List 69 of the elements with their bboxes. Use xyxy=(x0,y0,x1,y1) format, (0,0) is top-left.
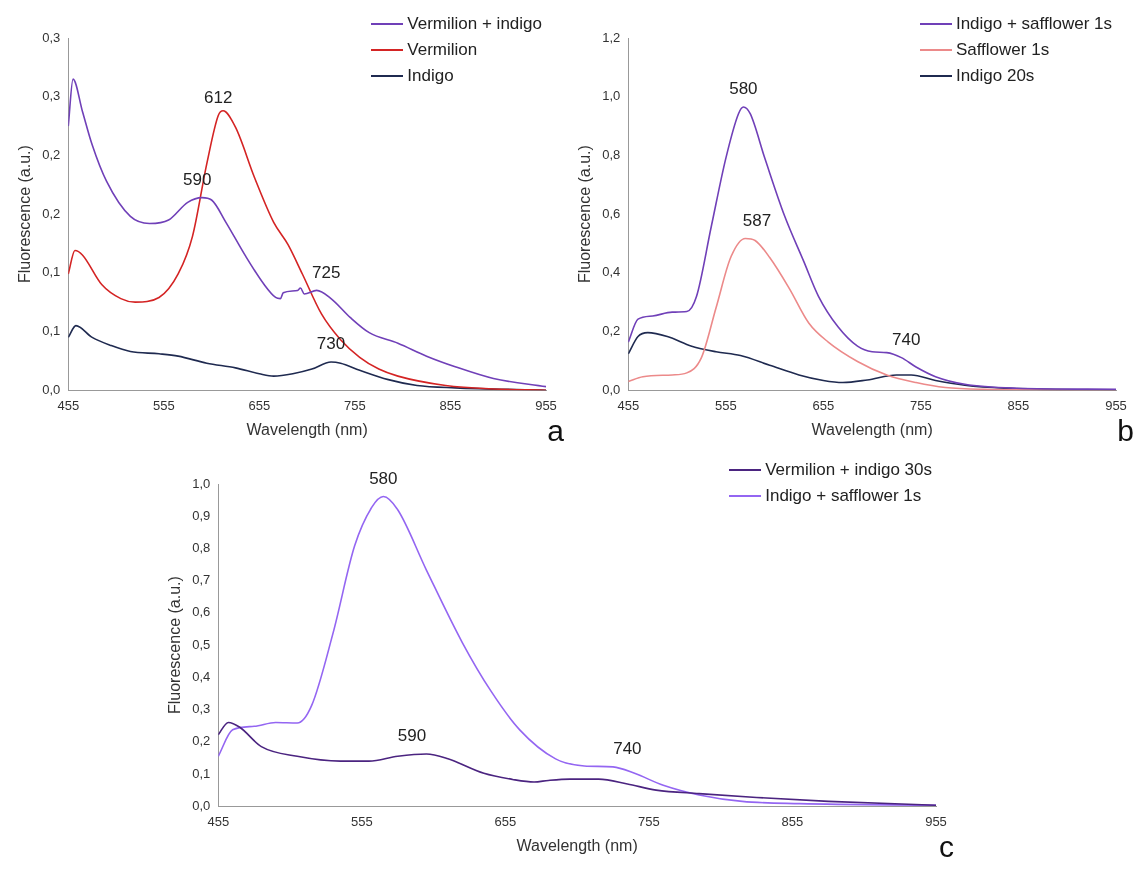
y-tick-label: 0,9 xyxy=(192,507,211,523)
annotation: 730 xyxy=(316,334,346,354)
y-axis-title: Fluorescence (a.u.) xyxy=(16,145,34,284)
x-tick-label: 955 xyxy=(925,813,947,829)
y-tick-label: 0,0 xyxy=(192,797,211,813)
y-tick-label: 0,6 xyxy=(192,604,211,620)
y-tick-label: 0,2 xyxy=(602,323,621,339)
y-tick-label: 0,1 xyxy=(42,323,61,339)
x-tick-label: 455 xyxy=(617,397,640,413)
y-axis-title: Fluorescence (a.u.) xyxy=(576,145,594,284)
x-tick-label: 555 xyxy=(152,397,175,413)
legend-label: Safflower 1s xyxy=(955,40,1050,60)
y-tick-label: 0,8 xyxy=(192,540,211,556)
text: a xyxy=(547,414,564,448)
annotation: 740 xyxy=(892,329,921,349)
y-tick-label: 0,0 xyxy=(42,381,61,397)
legend-label: Indigo xyxy=(407,66,454,86)
legend-label: Vermilion xyxy=(407,40,478,60)
text: b xyxy=(1117,414,1134,448)
x-tick-label: 955 xyxy=(1105,397,1127,413)
x-axis-title: Wavelength (nm) xyxy=(516,836,638,854)
x-tick-label: 855 xyxy=(439,397,462,413)
y-tick-label: 0,2 xyxy=(42,205,61,221)
legend-label: Vermilion + indigo 30s xyxy=(765,460,932,480)
y-tick-label: 0,5 xyxy=(192,636,211,652)
y-tick-label: 0,2 xyxy=(42,146,61,162)
x-tick-label: 555 xyxy=(714,397,737,413)
annotation: 725 xyxy=(312,262,341,282)
y-tick-label: 0,4 xyxy=(602,264,621,280)
y-tick-label: 1,2 xyxy=(602,29,621,45)
y-tick-label: 0,4 xyxy=(192,668,211,684)
x-tick-label: 755 xyxy=(344,397,366,413)
x-tick-label: 755 xyxy=(910,397,932,413)
annotation: 580 xyxy=(369,468,398,488)
y-tick-label: 0,3 xyxy=(42,29,61,45)
y-tick-label: 0,8 xyxy=(602,146,621,162)
legend-label: Indigo + safflower 1s xyxy=(955,14,1112,34)
y-tick-label: 0,6 xyxy=(602,205,621,221)
annotation: 590 xyxy=(397,726,427,746)
x-tick-label: 855 xyxy=(1007,397,1030,413)
y-tick-label: 0,3 xyxy=(42,88,61,104)
annotation: 587 xyxy=(742,210,772,230)
y-tick-label: 0,2 xyxy=(192,733,211,749)
text: c xyxy=(939,830,954,864)
x-tick-label: 955 xyxy=(535,397,557,413)
x-axis-title: Wavelength (nm) xyxy=(811,420,933,438)
legend-label: Vermilion + indigo xyxy=(407,14,542,34)
y-tick-label: 1,0 xyxy=(602,88,621,104)
legend-label: Indigo 20s xyxy=(955,66,1035,86)
annotation: 580 xyxy=(729,79,758,99)
x-axis-title: Wavelength (nm) xyxy=(246,420,368,438)
y-tick-label: 0,1 xyxy=(42,264,61,280)
x-tick-label: 555 xyxy=(350,813,373,829)
x-tick-label: 755 xyxy=(638,813,660,829)
x-tick-label: 655 xyxy=(494,813,517,829)
x-tick-label: 655 xyxy=(248,397,271,413)
x-tick-label: 655 xyxy=(812,397,835,413)
x-tick-label: 455 xyxy=(57,397,80,413)
y-tick-label: 0,1 xyxy=(192,765,211,781)
x-tick-label: 455 xyxy=(207,813,230,829)
y-axis-title: Fluorescence (a.u.) xyxy=(166,576,184,715)
x-tick-label: 855 xyxy=(781,813,804,829)
y-tick-label: 0,7 xyxy=(192,572,211,588)
y-tick-label: 0,3 xyxy=(192,701,211,717)
y-tick-label: 1,0 xyxy=(192,475,211,491)
legend-label: Indigo + safflower 1s xyxy=(765,486,922,506)
y-tick-label: 0,0 xyxy=(602,381,621,397)
annotation: 612 xyxy=(204,87,233,107)
annotation: 740 xyxy=(613,739,642,759)
